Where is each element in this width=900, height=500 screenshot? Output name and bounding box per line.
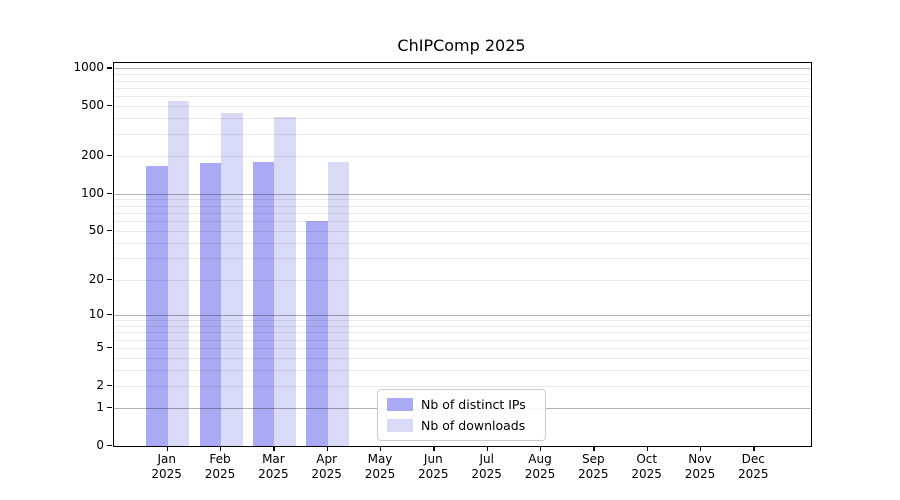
y-tick-label: 50 xyxy=(88,223,104,238)
minor-gridline xyxy=(114,325,811,327)
x-tick-label: Dec 2025 xyxy=(738,452,769,481)
minor-gridline xyxy=(114,106,811,108)
y-tick-label: 1000 xyxy=(73,60,104,75)
minor-gridline xyxy=(114,118,811,120)
x-tick-label: Apr 2025 xyxy=(311,452,342,481)
y-tick-label: 100 xyxy=(81,185,104,200)
x-tick-label: Sep 2025 xyxy=(578,452,609,481)
minor-gridline xyxy=(114,258,811,260)
x-tick-label: Jun 2025 xyxy=(418,452,449,481)
major-gridline xyxy=(114,193,811,195)
chart-title: ChIPComp 2025 xyxy=(397,36,526,55)
minor-gridline xyxy=(114,134,811,135)
y-tick-label: 0 xyxy=(96,438,104,452)
minor-gridline xyxy=(114,320,811,322)
minor-gridline xyxy=(114,332,811,334)
y-tick-label: 10 xyxy=(88,306,104,321)
x-tick-label: May 2025 xyxy=(364,452,396,481)
y-tick-mark xyxy=(107,105,112,107)
minor-gridline xyxy=(114,358,811,359)
minor-gridline xyxy=(114,339,811,341)
y-tick-label: 5 xyxy=(96,340,104,354)
major-gridline xyxy=(114,314,811,316)
y-tick-mark xyxy=(107,192,112,195)
minor-gridline xyxy=(114,348,811,349)
minor-gridline xyxy=(114,385,811,387)
minor-gridline xyxy=(114,221,811,223)
minor-gridline xyxy=(114,96,811,98)
x-tick-label: Jan 2025 xyxy=(151,452,182,481)
x-tick-mark xyxy=(326,446,329,451)
legend-item-downloads: Nb of downloads xyxy=(387,418,535,433)
y-tick-label: 20 xyxy=(88,271,104,286)
x-tick-mark xyxy=(220,446,222,451)
x-tick-mark xyxy=(540,446,542,451)
minor-gridline xyxy=(114,231,811,233)
x-tick-mark xyxy=(273,446,275,451)
minor-gridline xyxy=(114,279,811,281)
bar-distinct-ips xyxy=(306,221,328,446)
y-tick-mark xyxy=(107,67,112,69)
x-tick-mark xyxy=(753,446,755,451)
y-tick-mark xyxy=(107,347,112,349)
x-tick-mark xyxy=(700,446,702,451)
y-tick-mark xyxy=(107,313,112,316)
downloads-swatch-icon xyxy=(387,419,413,432)
y-tick-mark xyxy=(107,384,112,387)
bar-downloads xyxy=(221,112,243,446)
minor-gridline xyxy=(114,74,811,76)
bar-downloads xyxy=(167,101,190,446)
minor-gridline xyxy=(114,199,811,201)
y-tick-label: 2 xyxy=(96,377,104,392)
bar-distinct-ips xyxy=(199,163,222,446)
bar-distinct-ips xyxy=(252,162,275,446)
minor-gridline xyxy=(114,205,811,207)
y-tick-label: 500 xyxy=(81,98,104,113)
legend-item-distinct-ips: Nb of distinct IPs xyxy=(387,397,535,412)
minor-gridline xyxy=(114,243,811,244)
y-tick-mark xyxy=(107,230,112,232)
legend: Nb of distinct IPs Nb of downloads xyxy=(377,389,546,441)
y-tick-label: 1 xyxy=(96,400,104,415)
minor-gridline xyxy=(114,87,811,89)
x-tick-mark xyxy=(380,446,382,451)
minor-gridline xyxy=(114,156,811,158)
y-tick-mark xyxy=(107,278,112,280)
x-tick-mark xyxy=(486,446,489,451)
x-tick-mark xyxy=(433,446,435,451)
x-tick-label: Mar 2025 xyxy=(258,452,289,481)
y-tick-mark xyxy=(107,445,112,447)
x-tick-mark xyxy=(593,446,595,451)
x-tick-label: Oct 2025 xyxy=(631,452,662,481)
y-tick-label: 200 xyxy=(81,148,104,163)
x-tick-label: Feb 2025 xyxy=(204,452,236,481)
x-tick-label: Jul 2025 xyxy=(471,452,502,481)
legend-label-downloads: Nb of downloads xyxy=(421,418,526,433)
x-tick-label: Aug 2025 xyxy=(524,452,556,481)
y-tick-mark xyxy=(107,407,112,409)
minor-gridline xyxy=(114,213,811,214)
legend-label-distinct-ips: Nb of distinct IPs xyxy=(421,397,526,412)
y-tick-mark xyxy=(107,155,112,157)
minor-gridline xyxy=(114,80,811,82)
x-tick-mark xyxy=(166,446,169,451)
bar-downloads xyxy=(327,161,350,446)
x-tick-label: Nov 2025 xyxy=(684,452,716,481)
x-tick-mark xyxy=(646,446,649,451)
minor-gridline xyxy=(114,370,811,372)
major-gridline xyxy=(114,68,811,70)
distinct-ips-swatch-icon xyxy=(387,398,413,411)
bar-distinct-ips xyxy=(146,166,168,446)
bar-downloads xyxy=(274,116,296,446)
